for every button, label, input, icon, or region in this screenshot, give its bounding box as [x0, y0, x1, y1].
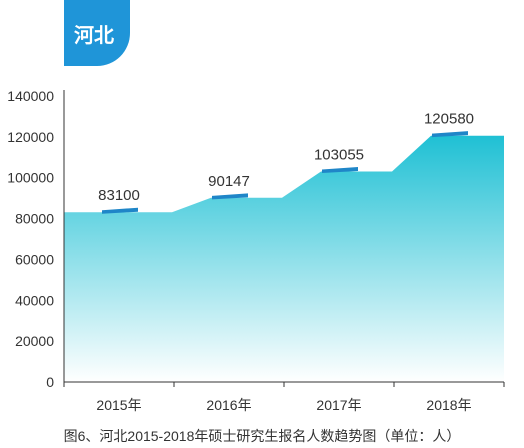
area-chart: 0 20000 40000 60000 80000 100000 120000 140000 2…	[7, 88, 505, 413]
data-label: 120580	[424, 111, 474, 128]
data-label: 103055	[314, 146, 364, 163]
y-tick-label: 120000	[7, 129, 54, 145]
y-tick-label: 100000	[7, 170, 54, 186]
y-tick-label: 140000	[7, 88, 54, 104]
value-marker	[432, 131, 468, 138]
y-tick-label: 20000	[15, 333, 54, 349]
x-tick-label: 2018年	[426, 397, 471, 413]
region-badge: 河北	[64, 0, 130, 66]
y-tick-label: 60000	[15, 251, 54, 267]
data-label: 90147	[208, 173, 250, 190]
region-label: 河北	[74, 24, 114, 47]
x-tick-label: 2015年	[96, 397, 141, 413]
data-label: 83100	[98, 187, 140, 204]
chart-caption: 图6、河北2015-2018年硕士研究生报名人数趋势图（单位：人）	[63, 428, 461, 444]
area-series	[64, 135, 504, 382]
x-tick-label: 2016年	[206, 397, 251, 413]
y-tick-label: 0	[46, 374, 54, 390]
value-marker	[102, 207, 138, 214]
value-marker	[322, 166, 358, 173]
value-marker	[212, 193, 248, 200]
y-tick-label: 40000	[15, 292, 54, 308]
x-tick-label: 2017年	[316, 397, 361, 413]
y-tick-label: 80000	[15, 211, 54, 227]
